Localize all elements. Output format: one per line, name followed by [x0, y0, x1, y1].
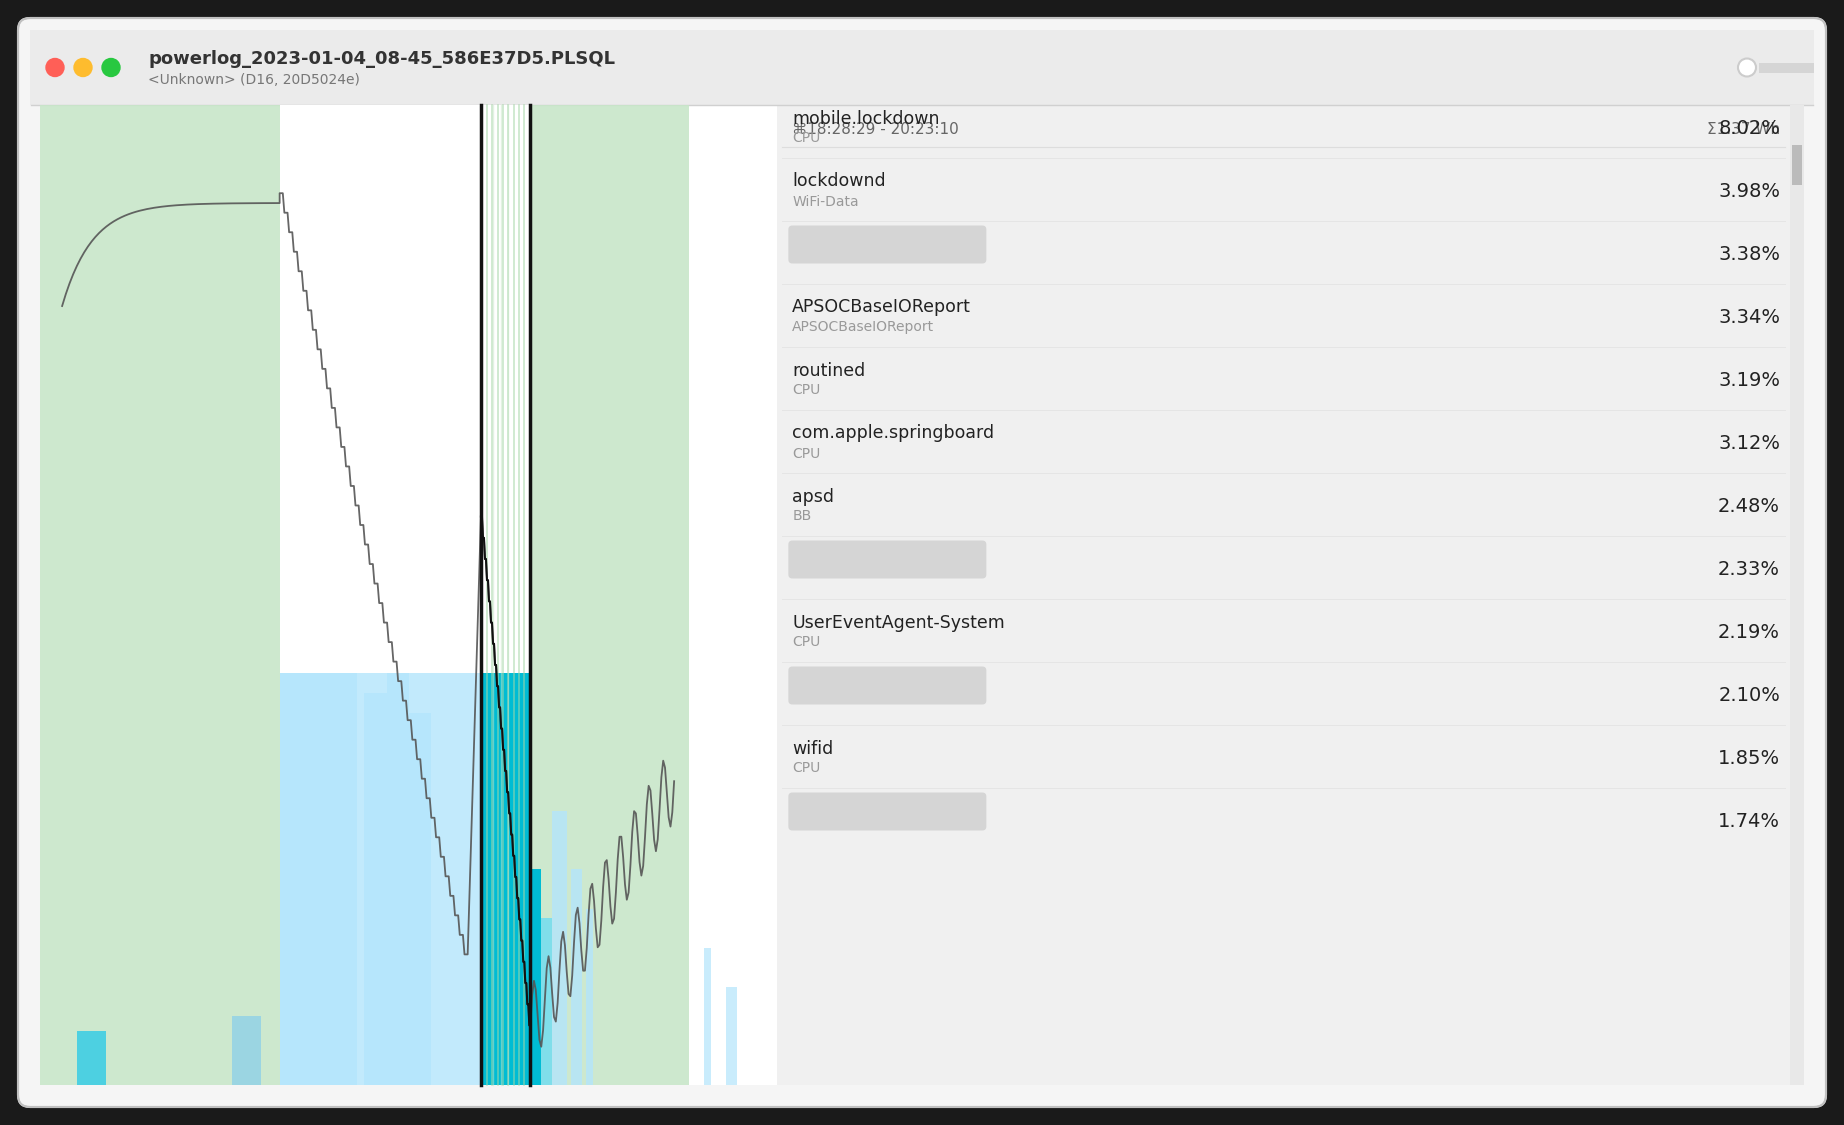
Text: <Unknown> (D16, 20D5024e): <Unknown> (D16, 20D5024e): [148, 72, 360, 87]
FancyBboxPatch shape: [789, 792, 987, 830]
Bar: [1759, 63, 1814, 72]
Text: wifid: wifid: [793, 739, 833, 757]
Bar: [280, 105, 409, 674]
Bar: [704, 947, 712, 1084]
FancyBboxPatch shape: [18, 18, 1826, 1107]
Bar: [365, 693, 387, 1084]
Text: 3.34%: 3.34%: [1719, 308, 1779, 327]
Bar: [481, 105, 531, 674]
Circle shape: [1739, 58, 1755, 76]
Bar: [1791, 105, 1803, 1084]
Bar: [387, 595, 409, 1084]
Text: routined: routined: [793, 361, 865, 379]
Bar: [336, 526, 358, 1084]
Text: APSOCBaseIOReport: APSOCBaseIOReport: [793, 321, 935, 334]
Bar: [553, 811, 568, 1084]
Text: apsd: apsd: [793, 487, 833, 505]
Text: CPU: CPU: [793, 132, 821, 145]
Text: Σ1.37 Wh: Σ1.37 Wh: [1708, 122, 1779, 137]
Bar: [483, 105, 690, 1084]
Text: CPU: CPU: [793, 762, 821, 775]
FancyBboxPatch shape: [789, 540, 987, 578]
Text: 3.12%: 3.12%: [1719, 434, 1779, 453]
Bar: [313, 477, 336, 1084]
Bar: [41, 105, 778, 1084]
Bar: [542, 918, 553, 1084]
Bar: [30, 30, 1814, 105]
Bar: [77, 1032, 107, 1084]
Bar: [531, 870, 542, 1084]
Circle shape: [46, 58, 65, 76]
Text: mobile.lockdown: mobile.lockdown: [793, 109, 940, 127]
Text: BB: BB: [793, 510, 811, 523]
Bar: [232, 1016, 262, 1084]
Bar: [280, 516, 313, 1084]
Bar: [572, 870, 583, 1084]
Bar: [409, 712, 431, 1084]
Text: lockdownd: lockdownd: [793, 172, 885, 190]
Text: APSOCBaseIOReport: APSOCBaseIOReport: [793, 298, 972, 316]
Text: CPU: CPU: [793, 636, 821, 649]
Bar: [41, 105, 280, 1084]
Text: CPU: CPU: [793, 384, 821, 397]
Text: ⌘18:28:29 - 20:23:10: ⌘18:28:29 - 20:23:10: [793, 122, 959, 137]
Bar: [481, 674, 531, 1084]
Text: UserEventAgent-System: UserEventAgent-System: [793, 613, 1005, 631]
Text: CPU: CPU: [793, 447, 821, 460]
Text: 2.19%: 2.19%: [1719, 623, 1779, 642]
Text: 1.74%: 1.74%: [1719, 812, 1779, 831]
Bar: [280, 105, 483, 1084]
Text: 3.19%: 3.19%: [1719, 371, 1779, 390]
Bar: [778, 105, 1803, 1084]
Text: powerlog_2023-01-04_08-45_586E37D5.PLSQL: powerlog_2023-01-04_08-45_586E37D5.PLSQL: [148, 51, 616, 69]
Bar: [727, 987, 738, 1084]
Text: WiFi-Data: WiFi-Data: [793, 195, 859, 208]
Text: 2.33%: 2.33%: [1719, 560, 1779, 579]
Bar: [280, 105, 365, 526]
Circle shape: [74, 58, 92, 76]
Text: 3.38%: 3.38%: [1719, 245, 1779, 264]
Text: 8.02%: 8.02%: [1719, 119, 1779, 138]
Text: 1.85%: 1.85%: [1719, 749, 1779, 768]
Bar: [1792, 145, 1802, 184]
FancyBboxPatch shape: [789, 225, 987, 263]
Text: 2.10%: 2.10%: [1719, 686, 1779, 705]
Circle shape: [101, 58, 120, 76]
FancyBboxPatch shape: [789, 666, 987, 704]
Bar: [280, 105, 483, 674]
Text: 3.98%: 3.98%: [1719, 182, 1779, 201]
Text: com.apple.springboard: com.apple.springboard: [793, 424, 994, 442]
Bar: [586, 909, 594, 1084]
Text: 2.48%: 2.48%: [1719, 497, 1779, 516]
